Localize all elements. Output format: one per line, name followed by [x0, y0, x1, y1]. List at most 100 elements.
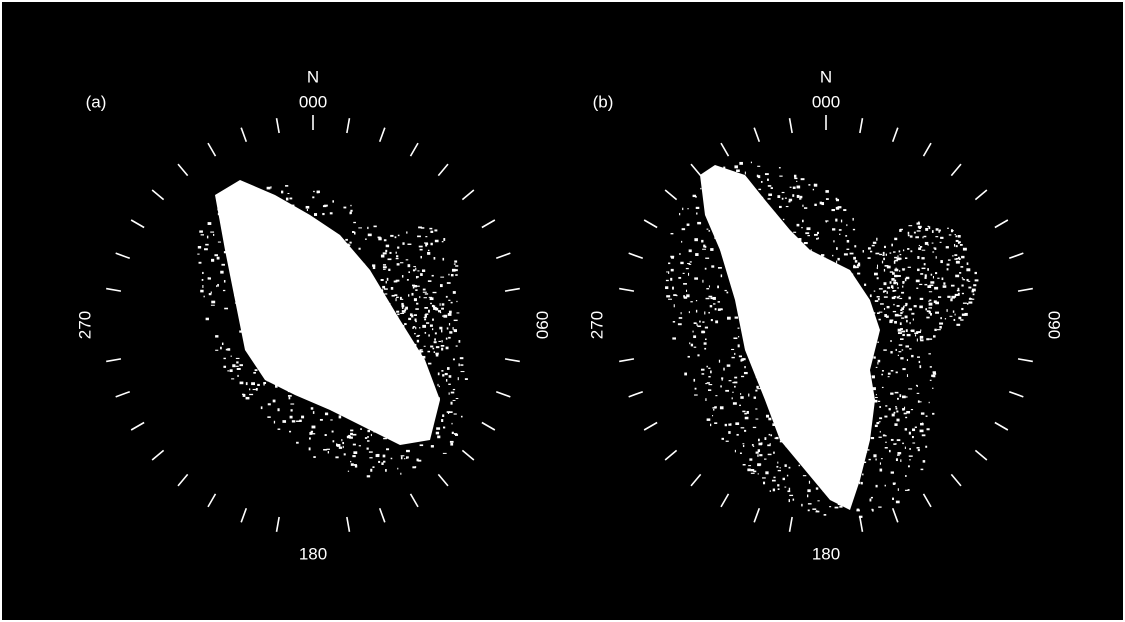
echo-speck — [938, 230, 939, 233]
echo-speck — [325, 434, 327, 436]
echo-speck — [895, 282, 897, 284]
echo-speck — [383, 461, 385, 463]
echo-speck — [402, 307, 403, 309]
echo-speck — [372, 466, 374, 468]
echo-speck — [707, 382, 710, 384]
echo-speck — [881, 374, 883, 376]
echo-speck — [937, 329, 941, 330]
echo-speck — [922, 268, 926, 269]
echo-speck — [739, 162, 743, 165]
echo-speck — [353, 444, 356, 446]
echo-speck — [727, 317, 731, 320]
echo-speck — [767, 179, 769, 181]
echo-speck — [420, 256, 422, 258]
echo-speck — [388, 269, 390, 271]
echo-speck — [683, 295, 685, 297]
echo-speck — [448, 313, 452, 316]
echo-speck — [406, 259, 409, 260]
echo-speck — [894, 280, 896, 282]
echo-speck — [446, 338, 448, 340]
echo-speck — [672, 287, 674, 290]
echo-speck — [335, 456, 338, 458]
echo-speck — [744, 430, 746, 432]
echo-speck — [933, 371, 936, 373]
echo-speck — [764, 437, 766, 440]
echo-speck — [891, 244, 893, 247]
echo-speck — [381, 462, 383, 465]
echo-speck — [909, 459, 910, 460]
echo-speck — [202, 272, 203, 274]
echo-speck — [879, 319, 881, 321]
echo-speck — [922, 250, 926, 251]
echo-speck — [835, 507, 839, 509]
echo-speck — [895, 443, 897, 444]
echo-speck — [447, 367, 450, 370]
echo-speck — [954, 296, 956, 298]
echo-speck — [253, 389, 256, 390]
echo-speck — [736, 169, 740, 172]
echo-speck — [268, 403, 271, 405]
echo-speck — [762, 477, 766, 478]
echo-speck — [207, 236, 208, 239]
echo-speck — [905, 490, 909, 491]
panel-label: (a) — [86, 92, 107, 111]
echo-speck — [702, 280, 703, 283]
echo-speck — [940, 237, 943, 239]
echo-speck — [789, 499, 790, 502]
echo-speck — [230, 369, 233, 372]
bearing-label: 180 — [299, 544, 327, 563]
echo-speck — [936, 256, 937, 259]
echo-speck — [947, 268, 949, 270]
echo-speck — [932, 388, 933, 389]
echo-speck — [877, 267, 878, 269]
echo-speck — [916, 331, 919, 333]
echo-speck — [728, 431, 730, 434]
echo-speck — [959, 241, 961, 243]
echo-speck — [391, 458, 393, 459]
echo-speck — [428, 310, 430, 313]
echo-speck — [893, 304, 894, 305]
echo-speck — [792, 194, 794, 197]
echo-speck — [900, 357, 903, 359]
echo-speck — [285, 185, 288, 187]
echo-speck — [439, 386, 440, 387]
echo-speck — [668, 263, 670, 265]
echo-speck — [367, 436, 369, 438]
echo-speck — [705, 327, 708, 329]
echo-speck — [966, 268, 970, 271]
echo-speck — [397, 468, 398, 470]
echo-speck — [968, 287, 971, 289]
echo-speck — [383, 266, 387, 268]
echo-speck — [369, 457, 372, 458]
echo-speck — [896, 268, 897, 270]
echo-speck — [420, 273, 423, 276]
echo-speck — [408, 294, 409, 296]
echo-speck — [430, 324, 433, 326]
echo-speck — [367, 440, 369, 441]
echo-speck — [415, 289, 417, 291]
echo-speck — [923, 460, 926, 462]
echo-speck — [874, 291, 876, 292]
echo-speck — [681, 241, 682, 243]
echo-speck — [911, 355, 913, 357]
echo-speck — [708, 376, 710, 377]
echo-speck — [939, 326, 941, 329]
echo-speck — [794, 175, 796, 178]
echo-speck — [686, 290, 687, 292]
echo-speck — [705, 398, 706, 401]
echo-speck — [973, 284, 976, 286]
echo-speck — [415, 268, 416, 271]
echo-speck — [897, 305, 900, 307]
echo-speck — [920, 336, 923, 339]
echo-speck — [905, 428, 907, 430]
echo-speck — [756, 386, 758, 389]
echo-speck — [731, 349, 734, 350]
echo-speck — [789, 488, 790, 491]
echo-speck — [420, 349, 423, 350]
echo-speck — [446, 347, 449, 350]
echo-speck — [401, 455, 405, 456]
echo-speck — [448, 274, 449, 276]
echo-speck — [687, 224, 690, 226]
echo-speck — [793, 499, 794, 501]
echo-speck — [432, 305, 434, 307]
